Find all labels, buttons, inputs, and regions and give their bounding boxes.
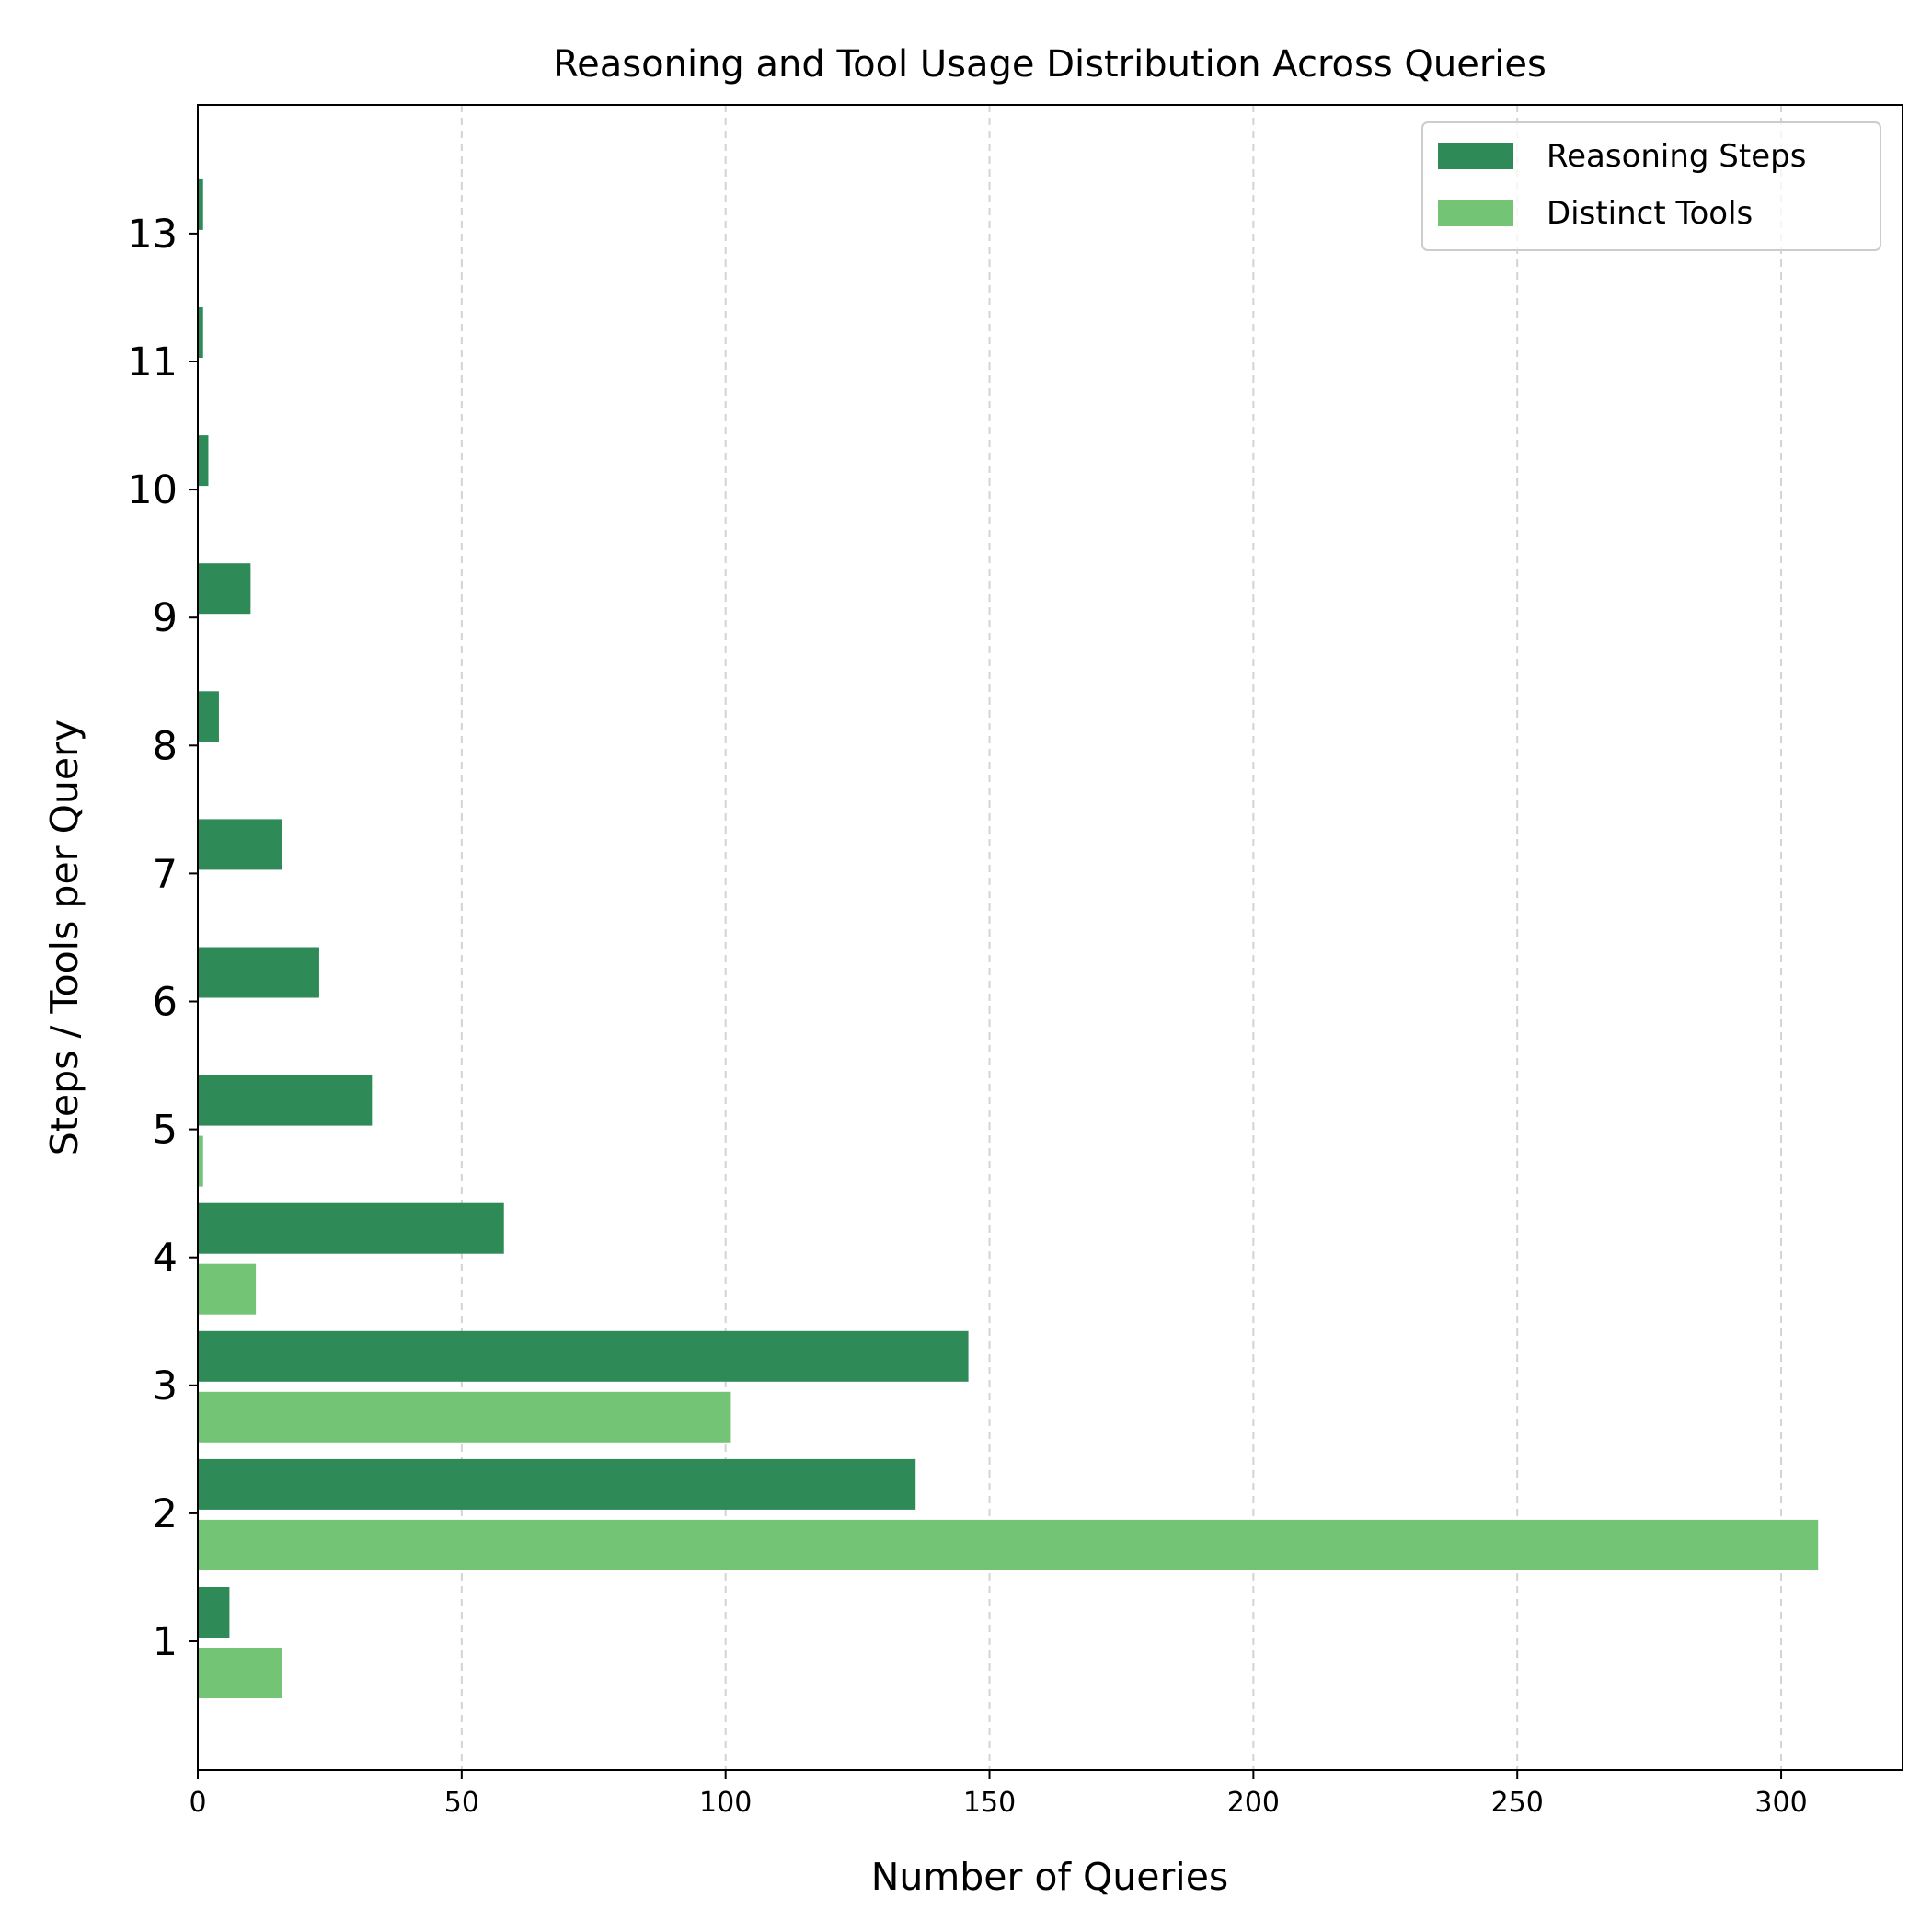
x-axis-ticks: 0 50 100 150 200 250 300 — [189, 1770, 1808, 1819]
x-tick-label: 300 — [1754, 1787, 1807, 1819]
bar-reasoning-steps — [198, 1202, 504, 1254]
chart-title: Reasoning and Tool Usage Distribution Ac… — [553, 43, 1547, 86]
plot-frame — [197, 104, 1903, 1771]
bars — [198, 178, 1819, 1698]
x-axis-label: Number of Queries — [871, 1855, 1229, 1899]
y-tick-label: 10 — [127, 467, 178, 513]
bar-reasoning-steps — [198, 1330, 969, 1382]
bar-reasoning-steps — [198, 435, 209, 487]
x-tick-label: 0 — [189, 1787, 206, 1819]
x-tick-label: 200 — [1227, 1787, 1280, 1819]
x-tick-label: 100 — [699, 1787, 752, 1819]
legend-box — [1421, 121, 1881, 251]
bar-reasoning-steps — [198, 947, 319, 998]
y-tick-label: 11 — [127, 339, 178, 385]
bar-reasoning-steps — [198, 1075, 373, 1126]
y-tick-label: 4 — [153, 1236, 178, 1282]
legend-label-distinct-tools: Distinct Tools — [1547, 195, 1753, 232]
y-tick-label: 1 — [153, 1619, 178, 1665]
y-axis-ticks: 1 2 3 4 5 6 7 8 9 10 11 13 — [127, 212, 198, 1665]
bar-reasoning-steps — [198, 307, 203, 358]
bar-reasoning-steps — [198, 178, 203, 230]
bar-distinct-tools — [198, 1519, 1819, 1570]
bar-reasoning-steps — [198, 563, 251, 615]
x-tick-label: 150 — [963, 1787, 1016, 1819]
grid-lines — [460, 105, 1783, 1770]
legend-swatch-distinct-tools — [1438, 200, 1513, 226]
legend-label-reasoning-steps: Reasoning Steps — [1547, 138, 1806, 175]
y-tick-label: 3 — [153, 1363, 178, 1409]
bar-distinct-tools — [198, 1135, 203, 1187]
y-tick-label: 2 — [153, 1491, 178, 1537]
y-tick-label: 9 — [153, 595, 178, 641]
y-tick-label: 6 — [153, 980, 178, 1026]
legend: Reasoning Steps Distinct Tools — [1421, 121, 1881, 251]
bar-distinct-tools — [198, 1648, 282, 1698]
x-tick-label: 50 — [444, 1787, 479, 1819]
y-tick-label: 13 — [127, 212, 178, 258]
bar-reasoning-steps — [198, 691, 219, 742]
bar-reasoning-steps — [198, 1458, 916, 1510]
bar-distinct-tools — [198, 1391, 731, 1443]
bar-distinct-tools — [198, 1263, 257, 1315]
legend-swatch-reasoning-steps — [1438, 143, 1513, 169]
y-tick-label: 7 — [153, 851, 178, 897]
y-axis-label: Steps / Tools per Query — [42, 719, 86, 1156]
bar-reasoning-steps — [198, 819, 282, 870]
y-tick-label: 8 — [153, 723, 178, 769]
y-tick-label: 5 — [153, 1108, 178, 1154]
bar-reasoning-steps — [198, 1587, 230, 1638]
x-tick-label: 250 — [1491, 1787, 1544, 1819]
